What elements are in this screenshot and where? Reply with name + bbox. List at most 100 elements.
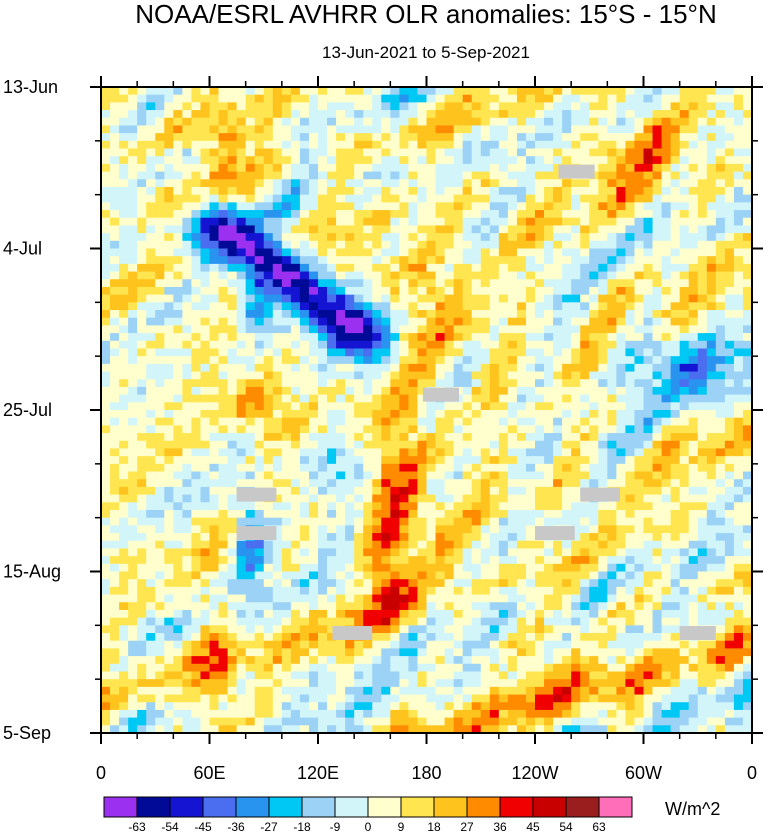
heatmap-cell	[245, 379, 256, 388]
heatmap-cell	[553, 156, 563, 165]
heatmap-cell	[236, 440, 247, 450]
heatmap-cell	[516, 502, 527, 511]
heatmap-cell	[354, 586, 364, 596]
heatmap-cell	[652, 410, 663, 419]
heatmap-cell	[525, 202, 536, 211]
heatmap-cell	[598, 110, 608, 119]
heatmap-cell	[480, 310, 491, 319]
heatmap-cell	[281, 586, 292, 596]
heatmap-cell	[453, 233, 464, 242]
heatmap-cell	[137, 509, 147, 519]
heatmap-cell	[679, 486, 690, 496]
heatmap-cell	[444, 240, 455, 250]
heatmap-cell	[444, 425, 455, 434]
heatmap-cell	[327, 571, 337, 580]
heatmap-cell	[724, 133, 735, 142]
heatmap-cell	[173, 579, 183, 588]
heatmap-cell	[462, 248, 473, 257]
heatmap-cell	[372, 509, 382, 519]
heatmap-cell	[471, 386, 482, 396]
heatmap-cell	[354, 356, 364, 365]
heatmap-cell	[354, 402, 364, 411]
heatmap-cell	[372, 471, 382, 480]
heatmap-cell	[616, 494, 627, 503]
heatmap-cell	[155, 609, 165, 619]
heatmap-cell	[498, 194, 509, 203]
heatmap-cell	[670, 125, 681, 134]
heatmap-cell	[480, 417, 491, 426]
heatmap-cell	[462, 271, 473, 280]
heatmap-cell	[462, 448, 473, 457]
heatmap-cell	[254, 94, 265, 103]
heatmap-cell	[652, 294, 663, 303]
heatmap-cell	[715, 102, 726, 111]
heatmap-cell	[462, 171, 473, 180]
heatmap-cell	[688, 594, 699, 603]
heatmap-cell	[263, 448, 274, 457]
heatmap-cell	[345, 379, 355, 388]
heatmap-cell	[634, 186, 645, 196]
heatmap-cell	[462, 486, 473, 496]
heatmap-cell	[327, 486, 337, 496]
heatmap-cell	[308, 156, 319, 165]
heatmap-cell	[525, 117, 536, 127]
heatmap-cell	[200, 540, 211, 550]
heatmap-cell	[688, 509, 699, 519]
heatmap-cell	[173, 502, 183, 511]
heatmap-cell	[571, 594, 581, 603]
heatmap-cell	[417, 348, 428, 357]
heatmap-cell	[336, 517, 346, 526]
heatmap-cell	[137, 310, 147, 319]
heatmap-cell	[336, 509, 346, 519]
heatmap-cell	[453, 271, 464, 280]
heatmap-cell	[498, 348, 509, 357]
heatmap-cell	[119, 279, 129, 288]
heatmap-cell	[372, 87, 382, 96]
heatmap-cell	[471, 325, 482, 334]
heatmap-cell	[173, 317, 183, 326]
heatmap-cell	[661, 248, 672, 257]
heatmap-cell	[453, 463, 464, 473]
heatmap-cell	[715, 586, 726, 596]
heatmap-cell	[706, 233, 717, 242]
heatmap-cell	[670, 425, 681, 434]
heatmap-cell	[580, 556, 590, 565]
heatmap-cell	[236, 186, 247, 196]
heatmap-cell	[516, 571, 527, 580]
heatmap-cell	[516, 94, 527, 103]
heatmap-cell	[444, 310, 455, 319]
heatmap-cell	[535, 348, 545, 357]
heatmap-cell	[363, 386, 373, 396]
heatmap-cell	[634, 340, 645, 350]
heatmap-cell	[101, 486, 111, 496]
heatmap-cell	[345, 417, 355, 426]
heatmap-cell	[453, 410, 464, 419]
heatmap-cell	[399, 410, 410, 419]
heatmap-cell	[354, 456, 364, 465]
heatmap-cell	[643, 579, 654, 588]
heatmap-cell	[137, 602, 147, 611]
heatmap-cell	[498, 148, 509, 157]
heatmap-cell	[281, 256, 292, 265]
heatmap-cell	[670, 156, 681, 165]
heatmap-cell	[525, 509, 536, 519]
heatmap-cell	[733, 325, 744, 334]
heatmap-cell	[733, 417, 744, 426]
heatmap-cell	[480, 110, 491, 119]
heatmap-cell	[119, 186, 129, 196]
heatmap-cell	[381, 233, 391, 242]
heatmap-cell	[218, 333, 229, 342]
heatmap-cell	[706, 256, 717, 265]
heatmap-cell	[209, 440, 220, 450]
heatmap-cell	[643, 171, 654, 180]
heatmap-cell	[634, 140, 645, 150]
heatmap-cell	[697, 371, 708, 380]
heatmap-cell	[336, 194, 346, 203]
heatmap-cell	[480, 571, 491, 580]
heatmap-cell	[634, 179, 645, 188]
heatmap-cell	[281, 425, 292, 434]
heatmap-cell	[589, 317, 599, 326]
heatmap-cell	[381, 156, 391, 165]
heatmap-cell	[299, 471, 310, 480]
heatmap-cell	[580, 210, 590, 219]
